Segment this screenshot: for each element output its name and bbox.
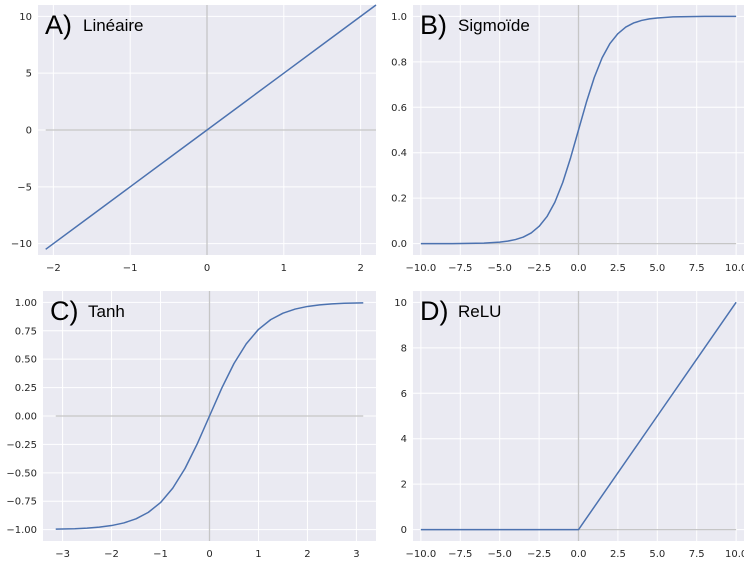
x-tick-label: −2 (104, 549, 119, 560)
x-tick-label: −10.0 (406, 549, 437, 560)
y-tick-label: 10 (394, 298, 407, 309)
x-tick-label: 5.0 (649, 549, 665, 560)
x-tick-label: −5.0 (488, 263, 512, 274)
x-tick-label: −3 (55, 549, 70, 560)
y-tick-label: 0.75 (15, 326, 37, 337)
chart-panel-3: −3 −2 −1 0 1 2 3 −1.00 −0.75 −0.50 −0.25 0.00 0.25 0.… (6, 291, 376, 560)
y-tick-label: −0.50 (6, 468, 37, 479)
y-tick-label: −1.00 (6, 525, 37, 536)
y-tick-label: 5 (26, 69, 32, 80)
y-tick-label: 0.2 (391, 194, 407, 205)
y-tick-label: 1.0 (391, 12, 407, 23)
x-tick-label: 2 (304, 549, 310, 560)
x-tick-label: 2 (357, 263, 363, 274)
panel-letter: C) (50, 296, 79, 326)
y-tick-label: 10 (19, 12, 32, 23)
series-line (420, 301, 737, 531)
x-tick-label: −7.5 (448, 263, 472, 274)
y-tick-label: 0 (401, 525, 407, 536)
x-tick-label: 1 (281, 263, 287, 274)
panel-title: ReLU (458, 302, 501, 321)
x-tick-label: −7.5 (448, 549, 472, 560)
series-line (45, 4, 377, 250)
x-tick-label: 10.0 (725, 263, 744, 274)
x-tick-label: 0 (206, 549, 212, 560)
x-tick-label: −2.5 (527, 263, 551, 274)
panel-title: Sigmoïde (458, 16, 530, 35)
y-tick-label: −10 (11, 239, 32, 250)
y-tick-label: 0.8 (391, 57, 407, 68)
x-tick-label: 5.0 (649, 263, 665, 274)
x-tick-label: 0.0 (571, 549, 587, 560)
x-tick-label: 1 (255, 549, 261, 560)
x-tick-label: 7.5 (689, 263, 705, 274)
panel-title: Tanh (88, 302, 125, 321)
series-line (420, 15, 737, 245)
x-tick-label: 10.0 (725, 549, 744, 560)
x-tick-label: −10.0 (406, 263, 437, 274)
x-tick-label: −1 (123, 263, 138, 274)
y-tick-label: 4 (401, 434, 407, 445)
x-tick-label: −2.5 (527, 549, 551, 560)
x-tick-label: 0.0 (571, 263, 587, 274)
y-tick-label: −0.25 (6, 440, 37, 451)
y-tick-label: 0.25 (15, 383, 37, 394)
y-tick-label: 0 (26, 126, 32, 137)
x-tick-label: 0 (204, 263, 210, 274)
x-tick-label: 7.5 (689, 549, 705, 560)
panel-title: Linéaire (83, 16, 144, 35)
x-tick-label: −5.0 (488, 549, 512, 560)
panel-letter: D) (420, 296, 449, 326)
y-tick-label: 0.00 (15, 412, 37, 423)
x-tick-label: 2.5 (610, 549, 626, 560)
x-tick-label: −1 (153, 549, 168, 560)
y-tick-label: 0.4 (391, 148, 407, 159)
y-tick-label: −5 (17, 182, 32, 193)
y-tick-label: 0.6 (391, 103, 407, 114)
x-tick-label: 3 (353, 549, 359, 560)
series-line (55, 302, 364, 530)
panel-letter: B) (420, 10, 447, 40)
x-tick-label: 2.5 (610, 263, 626, 274)
x-tick-label: −2 (46, 263, 61, 274)
y-tick-label: 1.00 (15, 298, 37, 309)
y-tick-label: −0.75 (6, 497, 37, 508)
y-tick-label: 0.50 (15, 355, 37, 366)
chart-panel-2: −10.0 −7.5 −5.0 −2.5 0.0 2.5 5.0 7.5 10.0 0.0 0.2 0… (391, 5, 744, 274)
y-tick-label: 2 (401, 480, 407, 491)
chart-panel-4: −10.0 −7.5 −5.0 −2.5 0.0 2.5 5.0 7.5 10.0 0 2 4 6 8 10… (394, 291, 744, 560)
y-tick-label: 6 (401, 389, 407, 400)
y-tick-label: 0.0 (391, 239, 407, 250)
y-tick-label: 8 (401, 343, 407, 354)
panel-letter: A) (45, 10, 72, 40)
